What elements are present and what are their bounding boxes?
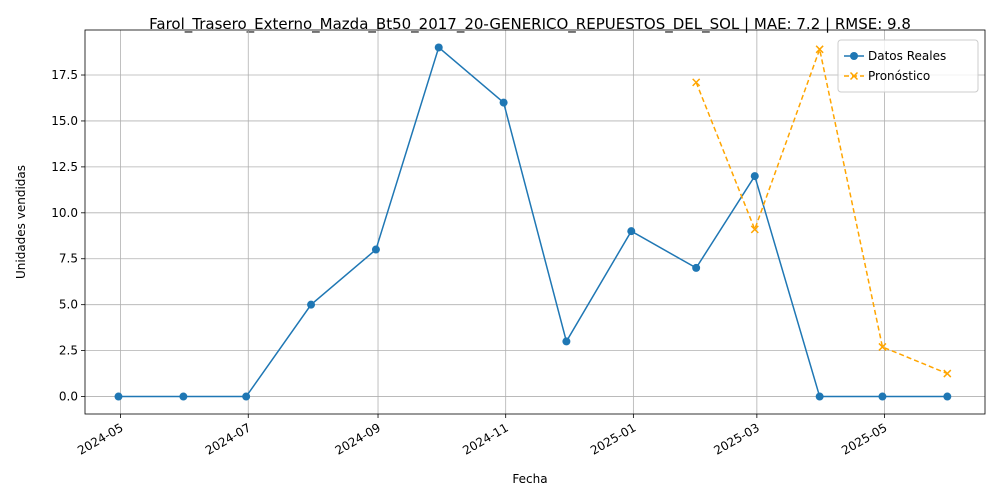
data-point-datos-reales [499,98,508,107]
data-point-datos-reales [371,245,380,254]
y-axis-ticks: 0.0 2.5 5.0 7.5 10.0 12.5 15.0 17.5 [51,68,85,404]
y-tick-label: 5.0 [59,298,78,312]
data-point-datos-reales [692,263,701,272]
plot-frame [84,29,986,415]
x-axis-label: Fecha [512,472,547,486]
legend-label-pronostico: Pronóstico [868,69,930,83]
data-point-datos-reales [242,392,251,401]
y-tick-label: 12.5 [51,160,78,174]
data-point-datos-reales [114,392,123,401]
data-point-datos-reales [562,337,571,346]
y-tick-label: 15.0 [51,114,78,128]
x-tick-label: 2024-09 [333,421,383,458]
legend-marker-datos-reales [850,52,858,60]
x-tick-label: 2024-05 [75,421,125,458]
data-point-datos-reales [179,392,188,401]
data-point-datos-reales [815,392,824,401]
y-axis-label: Unidades vendidas [14,165,28,279]
series-layer [114,43,952,401]
series-line-datos-reales [118,46,948,398]
data-point-pronostico [815,45,824,54]
data-point-datos-reales [878,392,887,401]
data-point-pronostico [878,342,887,351]
data-point-datos-reales [750,172,759,181]
y-tick-label: 10.0 [51,206,78,220]
data-point-datos-reales [307,300,316,309]
legend-label-datos-reales: Datos Reales [868,49,946,63]
data-point-pronostico [750,225,759,234]
y-tick-label: 2.5 [59,344,78,358]
data-point-pronostico [692,78,701,87]
data-point-datos-reales [627,227,636,236]
x-tick-label: 2025-03 [711,421,761,458]
x-tick-label: 2025-01 [588,421,638,458]
legend-box [837,39,979,93]
x-tick-label: 2025-05 [839,421,889,458]
x-tick-label: 2024-11 [460,421,510,458]
grid [85,30,985,414]
y-tick-label: 7.5 [59,252,78,266]
data-point-datos-reales [434,43,443,52]
y-tick-label: 0.0 [59,390,78,404]
legend-marker-pronostico [849,71,859,81]
data-point-datos-reales [943,392,952,401]
chart-title: Farol_Trasero_Externo_Mazda_Bt50_2017_20… [149,15,911,34]
series-line-pronostico [695,46,948,375]
data-point-pronostico [943,369,952,378]
x-tick-label: 2024-07 [203,421,253,458]
legend: Datos Reales Pronóstico [837,39,979,93]
x-axis-ticks: 2024-05 2024-07 2024-09 2024-11 2025-01 2025-… [75,414,890,458]
y-tick-label: 17.5 [51,68,78,82]
